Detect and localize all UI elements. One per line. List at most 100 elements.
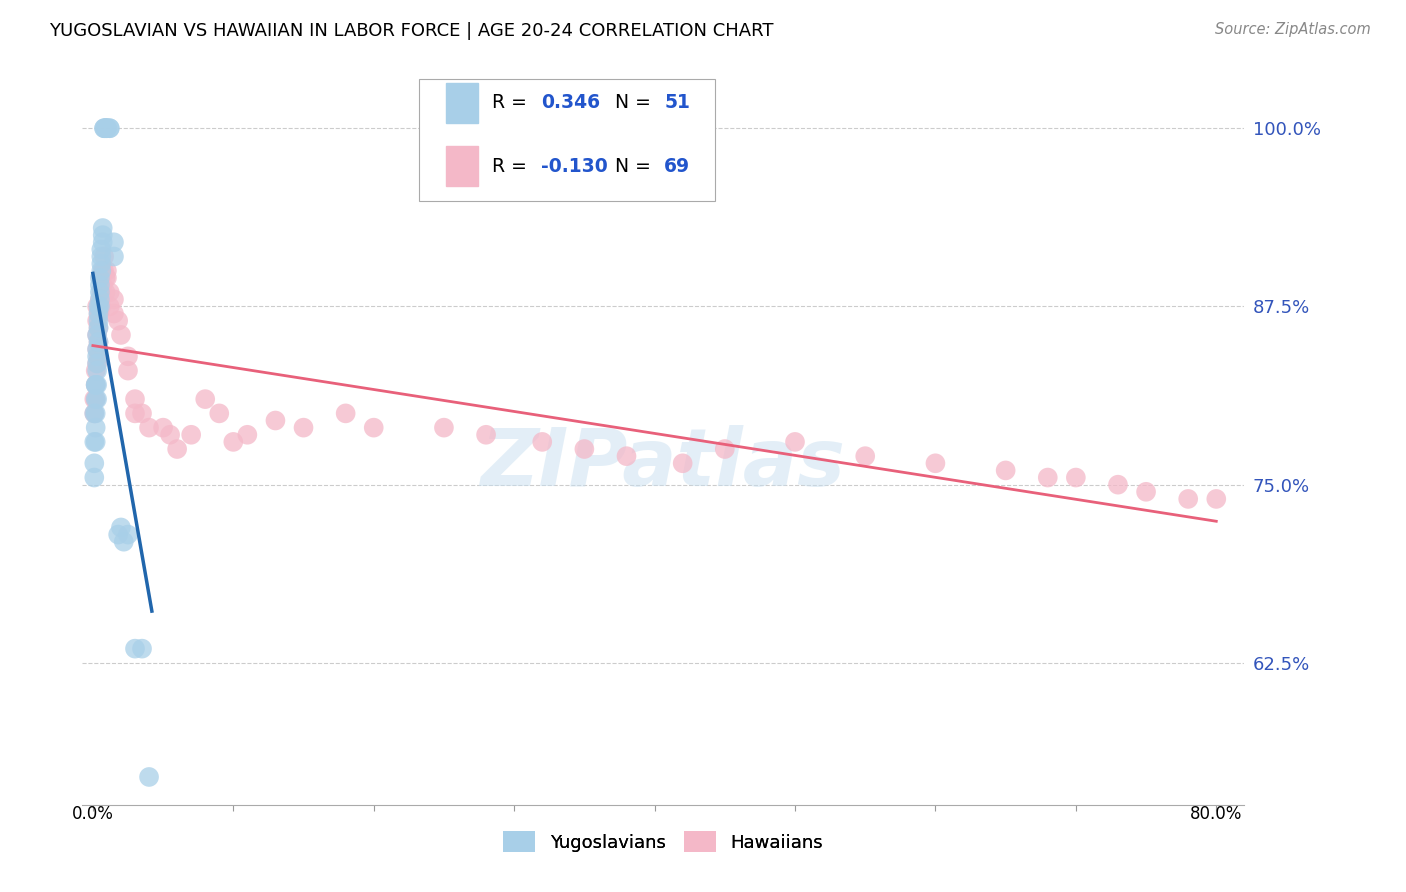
Point	[194, 392, 217, 406]
Point	[86, 377, 108, 392]
Point	[98, 285, 121, 300]
Point	[110, 520, 132, 534]
Point	[107, 314, 129, 328]
Point	[91, 221, 114, 235]
Point	[1064, 470, 1087, 484]
Point	[90, 300, 112, 314]
Point	[1036, 470, 1059, 484]
Text: 0.346: 0.346	[541, 94, 600, 112]
Point	[86, 343, 108, 357]
Point	[87, 300, 110, 314]
Point	[84, 363, 107, 377]
Point	[94, 121, 117, 136]
Point	[110, 328, 132, 343]
Text: 80.0%: 80.0%	[1189, 805, 1243, 823]
Text: 0.0%: 0.0%	[72, 805, 114, 823]
Point	[89, 300, 111, 314]
Point	[96, 121, 118, 136]
Point	[83, 392, 105, 406]
Text: 51: 51	[664, 94, 690, 112]
Point	[86, 328, 108, 343]
Point	[86, 363, 108, 377]
Text: N =: N =	[603, 94, 657, 112]
Point	[91, 264, 114, 278]
Point	[574, 442, 596, 456]
Point	[83, 406, 105, 420]
Point	[90, 264, 112, 278]
Bar	[446, 145, 478, 186]
Point	[363, 420, 385, 434]
Point	[93, 264, 115, 278]
Legend: Yugoslavians, Hawaiians: Yugoslavians, Hawaiians	[503, 831, 824, 852]
Point	[84, 392, 107, 406]
Point	[124, 641, 146, 656]
Point	[994, 463, 1017, 477]
Point	[86, 300, 108, 314]
Point	[83, 456, 105, 470]
Text: 69: 69	[664, 156, 690, 176]
Point	[222, 434, 245, 449]
Point	[103, 307, 125, 321]
Point	[1135, 484, 1157, 499]
Point	[93, 121, 115, 136]
Point	[89, 307, 111, 321]
Point	[616, 449, 638, 463]
Point	[94, 271, 117, 285]
Point	[87, 321, 110, 335]
Point	[89, 278, 111, 293]
Point	[86, 356, 108, 370]
Point	[1205, 491, 1227, 506]
Point	[103, 293, 125, 307]
Point	[90, 257, 112, 271]
Point	[83, 434, 105, 449]
Text: -0.130: -0.130	[541, 156, 607, 176]
Point	[89, 293, 111, 307]
Point	[96, 264, 118, 278]
Point	[335, 406, 357, 420]
Point	[86, 314, 108, 328]
Point	[94, 285, 117, 300]
Point	[87, 314, 110, 328]
Point	[86, 343, 108, 357]
Point	[159, 427, 181, 442]
Point	[117, 363, 139, 377]
Point	[89, 300, 111, 314]
Point	[83, 406, 105, 420]
Point	[84, 377, 107, 392]
Point	[124, 392, 146, 406]
Point	[117, 349, 139, 363]
Point	[87, 335, 110, 350]
Point	[152, 420, 174, 434]
Point	[87, 349, 110, 363]
Point	[96, 121, 118, 136]
Point	[89, 285, 111, 300]
Point	[208, 406, 231, 420]
Text: YUGOSLAVIAN VS HAWAIIAN IN LABOR FORCE | AGE 20-24 CORRELATION CHART: YUGOSLAVIAN VS HAWAIIAN IN LABOR FORCE |…	[49, 22, 773, 40]
Point	[86, 328, 108, 343]
Point	[91, 235, 114, 250]
Point	[433, 420, 456, 434]
Point	[90, 271, 112, 285]
Point	[84, 434, 107, 449]
Point	[714, 442, 737, 456]
Point	[94, 121, 117, 136]
Point	[783, 434, 806, 449]
Point	[166, 442, 188, 456]
Point	[131, 641, 153, 656]
Point	[475, 427, 498, 442]
Point	[86, 356, 108, 370]
Point	[89, 293, 111, 307]
Point	[98, 300, 121, 314]
Point	[103, 250, 125, 264]
Point	[236, 427, 259, 442]
Point	[124, 406, 146, 420]
Point	[84, 377, 107, 392]
Text: N =: N =	[603, 156, 657, 176]
Point	[117, 527, 139, 541]
Point	[89, 271, 111, 285]
Point	[84, 420, 107, 434]
Point	[103, 235, 125, 250]
Point	[87, 307, 110, 321]
Point	[87, 335, 110, 350]
Point	[84, 377, 107, 392]
